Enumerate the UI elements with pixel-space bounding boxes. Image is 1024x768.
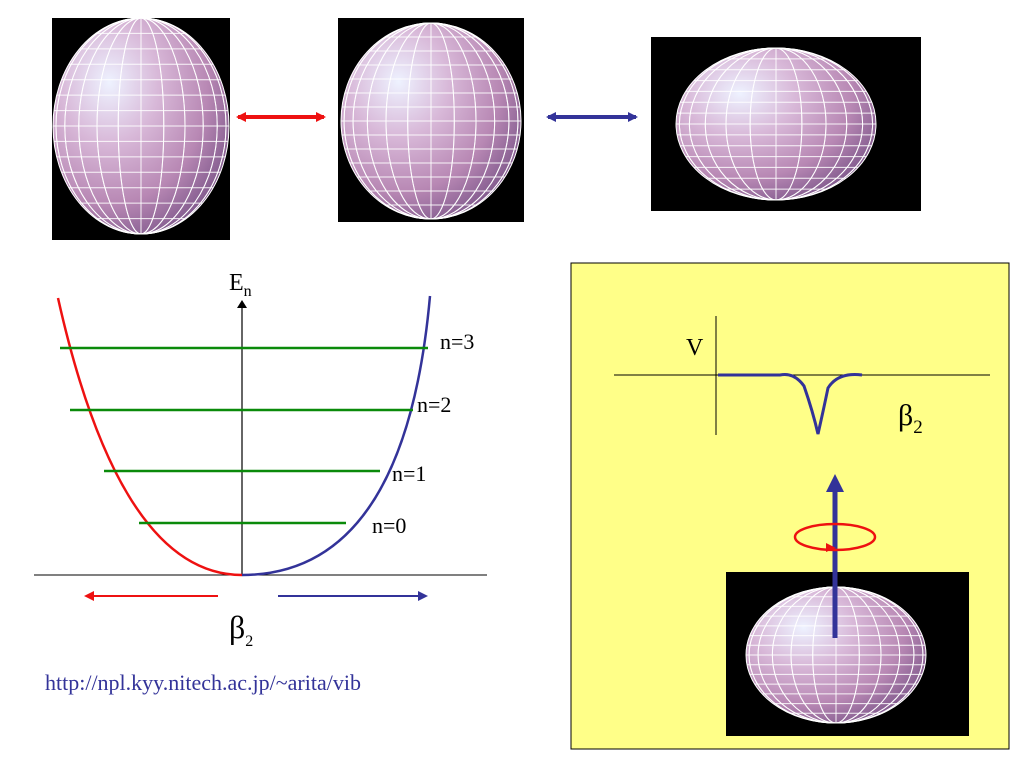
prolate-spheroid-icon	[52, 17, 230, 235]
energy-axis-label: En	[229, 270, 252, 300]
sphere-panel	[338, 18, 524, 222]
rotation-circle-icon	[793, 522, 877, 552]
potential-left-branch	[56, 297, 243, 577]
inset-potential-curve	[718, 373, 863, 435]
rotation-direction-icon	[826, 543, 836, 552]
potential-right-branch	[241, 295, 432, 577]
oblate-spheroid-panel	[651, 37, 921, 211]
sphere-icon	[340, 22, 522, 220]
inset-beta2-label: β2	[898, 399, 923, 438]
level-label-n3: n=3	[440, 329, 474, 354]
level-label-n0: n=0	[372, 513, 406, 538]
source-url[interactable]: http://npl.kyy.nitech.ac.jp/~arita/vib	[45, 670, 361, 695]
inset-v-label: V	[686, 335, 704, 361]
level-label-n1: n=1	[392, 461, 426, 486]
prolate-spheroid-panel	[52, 17, 230, 240]
rotation-inset: V β2	[570, 262, 1010, 750]
level-label-n2: n=2	[417, 392, 451, 417]
beta2-label: β2	[229, 609, 253, 650]
oblate-spheroid-icon	[675, 47, 877, 201]
potential-well-diagram: En n=3 n=2 n=1 n=0 β2	[34, 270, 487, 650]
rotation-axis-arrowhead	[826, 474, 844, 492]
